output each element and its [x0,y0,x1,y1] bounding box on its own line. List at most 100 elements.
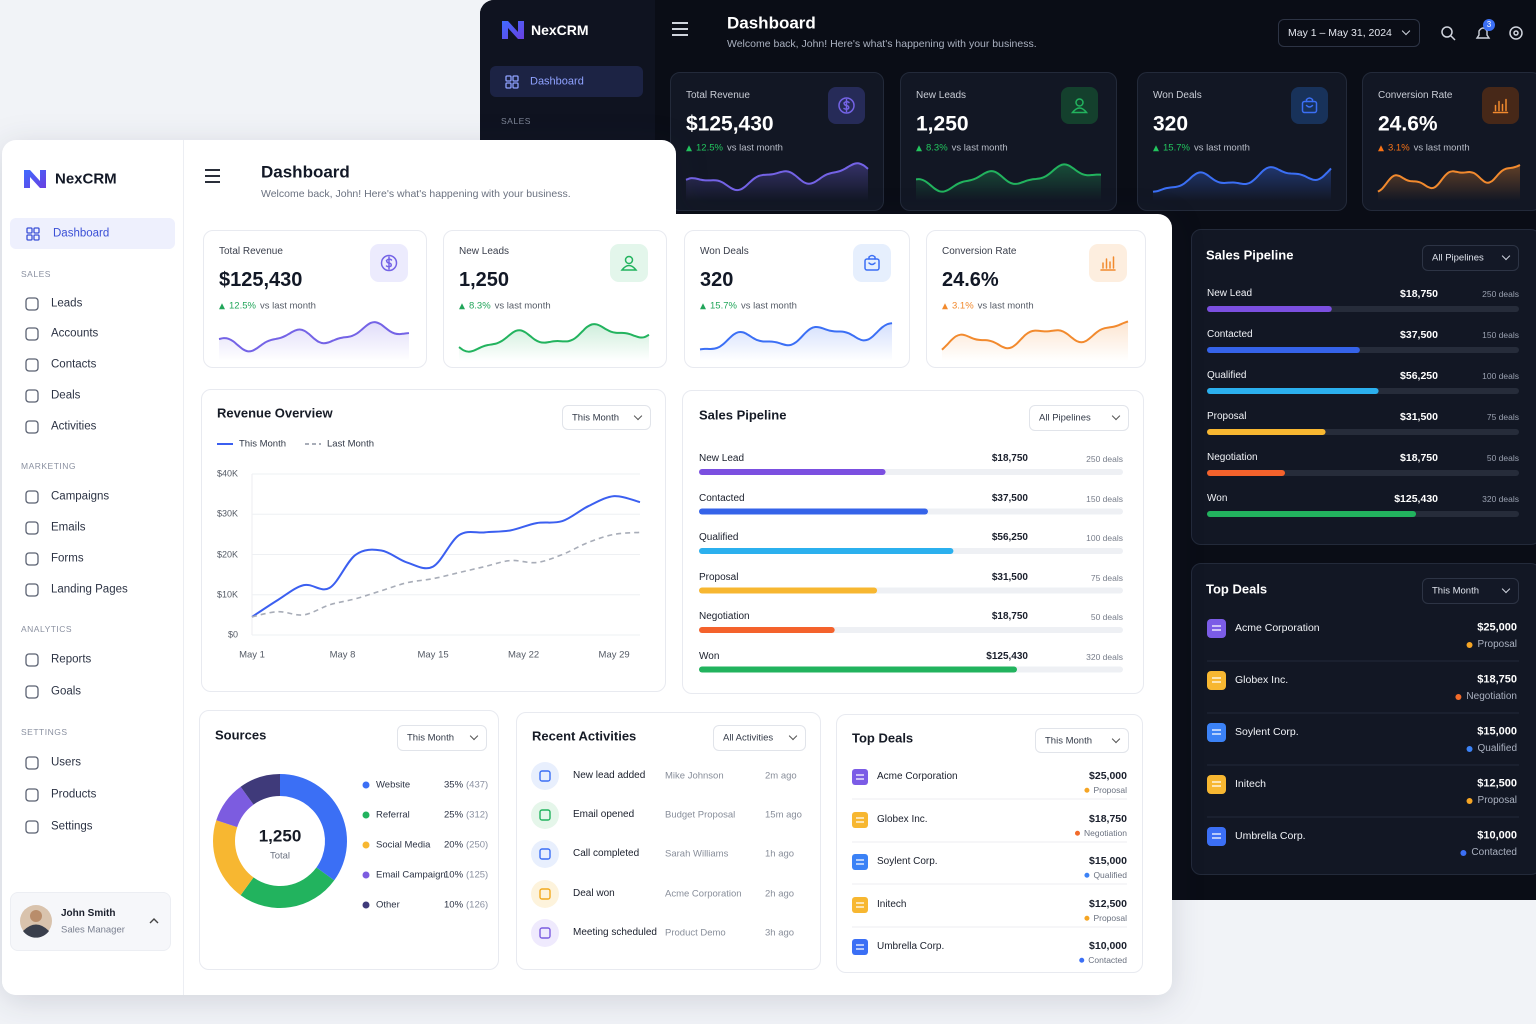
nav-section-title: MARKETING [21,460,77,471]
stage-name: Won [699,650,720,662]
dropdown-label: This Month [1045,734,1092,746]
stage-deals: 75 deals [1486,411,1519,422]
deal-amount: $18,750 [1089,812,1127,825]
kpi-icon-box [828,87,865,124]
date-picker[interactable] [1278,19,1420,47]
activity-action: Deal won [573,888,615,899]
user-role: Sales Manager [61,924,125,936]
page-title: Dashboard [261,162,350,182]
stage-dot [1455,694,1462,700]
stage-dot [1460,850,1467,856]
kpi-label: Won Deals [700,246,749,257]
nav-icon [25,358,39,372]
dropdown-label: This Month [572,411,619,423]
stage-deals: 250 deals [1086,453,1123,464]
stage-amount: $18,750 [1400,451,1438,464]
nav-item[interactable]: Contacts [51,358,97,371]
kpi-change: 8.3% vs last month [459,301,551,311]
nav-item[interactable]: Accounts [51,327,99,340]
trend-arrow [700,303,706,309]
legend-label: Website [376,779,411,791]
deal-stage: Qualified [1084,871,1127,880]
revenue-card [201,389,666,692]
legend-value: 35% (437) [444,780,488,790]
kpi-change: 15.7% vs last month [700,301,797,311]
kpi-change: 3.1% vs last month [942,301,1034,311]
activity-action: Call completed [573,848,640,859]
nav-section-title: ANALYTICS [21,623,73,634]
trend-arrow [219,303,225,309]
deal-stage: Contacted [1079,956,1127,965]
top-deals-card [1191,563,1536,875]
trend-arrow [686,145,692,151]
stage-amount: $37,500 [991,492,1028,504]
deal-name: Globex Inc. [877,814,928,825]
deal-amount: $25,000 [1089,769,1127,782]
trend-arrow [1378,145,1384,151]
nav-item[interactable]: Campaigns [51,490,110,503]
nav-icon [25,820,39,834]
y-tick-label: $20K [216,549,238,559]
kpi-icon-box [1482,87,1519,124]
legend-label: This Month [239,438,286,450]
deal-name: Acme Corporation [877,771,958,782]
deal-name: Initech [877,899,907,910]
deal-stage: Contacted [1460,848,1517,858]
stage-dot [1074,830,1080,836]
stage-amount: $31,500 [1400,410,1438,423]
x-tick-label: May 1 [239,649,265,661]
deal-stage: Negotiation [1455,692,1517,702]
nav-item[interactable]: Forms [51,552,84,565]
legend-count: (250) [466,839,489,851]
stage-label: Proposal [1093,784,1127,795]
deal-amount: $10,000 [1477,829,1517,842]
deal-name: Globex Inc. [1235,673,1289,686]
kpi-change-note: vs last month [726,142,783,154]
brand-name: NexCRM [55,170,117,188]
nav-item[interactable]: Settings [51,820,93,833]
nav-item[interactable]: Leads [51,297,83,310]
legend-percent: 10% [444,899,464,911]
kpi-value: 1,250 [459,269,510,291]
nav-item[interactable]: Emails [51,521,86,534]
kpi-change: 12.5% vs last month [219,301,316,311]
user-card[interactable] [10,892,171,951]
nav-item[interactable]: Users [51,756,82,769]
deal-name: Acme Corporation [1235,621,1320,634]
nav-item[interactable]: Activities [51,420,97,433]
nav-item[interactable]: Landing Pages [51,583,128,596]
nav-icon [25,788,39,802]
stage-label: Proposal [1477,795,1517,806]
nav-item[interactable]: Reports [51,653,92,666]
card-title: Revenue Overview [217,405,333,421]
dropdown[interactable] [1422,245,1519,271]
deal-name: Umbrella Corp. [1235,829,1306,842]
kpi-change-note: vs last month [1413,142,1470,154]
legend-label: Referral [376,809,410,821]
legend-percent: 10% [444,869,464,881]
stage-name: Negotiation [699,611,750,622]
nav-item[interactable]: Deals [51,389,81,402]
activity-time: 2m ago [765,770,797,782]
legend-count: (312) [466,809,489,821]
stage-dot [1466,798,1473,804]
deal-stage: Proposal [1084,914,1127,923]
dropdown[interactable] [1422,578,1519,604]
card-title: Sales Pipeline [1206,247,1294,263]
activity-time: 1h ago [765,848,795,860]
pipeline-card [1191,229,1536,545]
activity-action: New lead added [573,770,646,781]
nav-section-title: SALES [21,268,51,279]
nav-item[interactable]: Goals [51,685,82,698]
notification-count: 3 [1486,20,1492,29]
kpi-change: 8.3% vs last month [916,143,1008,153]
nav-item[interactable]: Products [51,788,97,801]
kpi-change-value: 3.1% [1388,142,1410,154]
kpi-value: 320 [1153,112,1189,136]
activity-time: 2h ago [765,888,795,900]
kpi-change-value: 15.7% [710,300,737,312]
nav-item: Dashboard [530,75,584,88]
kpi-label: Total Revenue [686,90,750,101]
deal-stage: Proposal [1466,795,1517,806]
